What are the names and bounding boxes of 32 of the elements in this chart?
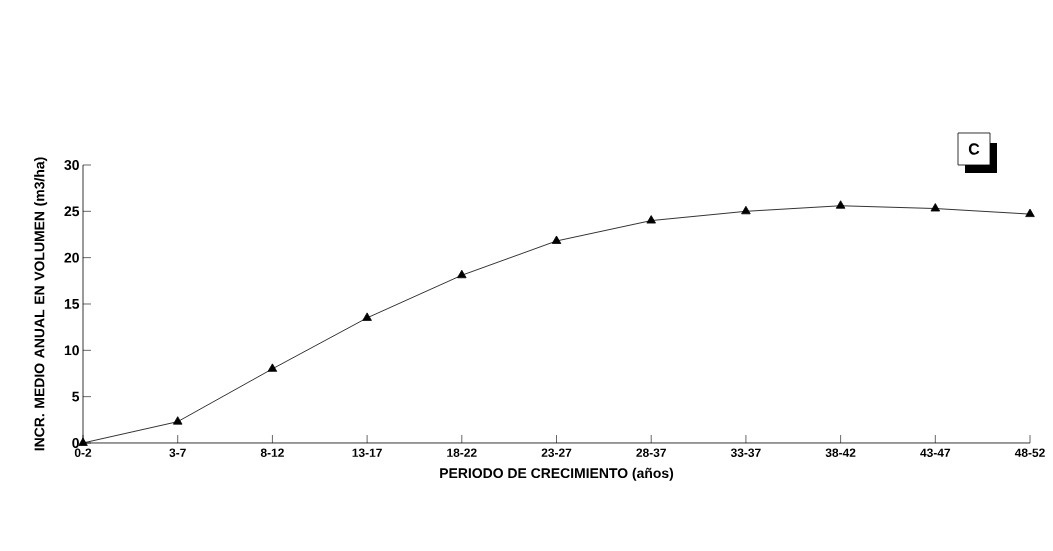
- point: [172, 416, 183, 425]
- x-tick-label: 43-47: [920, 448, 951, 457]
- x-tick-label: 0-2: [74, 448, 92, 457]
- y-tick-label: 15: [64, 299, 80, 309]
- y-tick-label: 10: [64, 345, 79, 356]
- point: [551, 235, 562, 244]
- point: [741, 205, 751, 215]
- point: [646, 215, 656, 224]
- point: [835, 200, 846, 209]
- x-tick-label: 48-52: [1014, 448, 1045, 457]
- point: [930, 203, 941, 212]
- y-tick-label: 20: [64, 252, 79, 263]
- text: C: [968, 143, 980, 155]
- x-tick-label: 13-17: [352, 448, 382, 457]
- x-tick-label: 8-12: [260, 448, 284, 457]
- point: [1025, 208, 1035, 217]
- x-tick-label: 38-42: [825, 448, 856, 457]
- x-axis-title: PERIODO DE CRECIMIENTO (años): [440, 467, 674, 481]
- y-axis-title: INCR. MEDIO ANUAL EN VOLUMEN (m3/ha): [34, 157, 48, 451]
- x-tick-label: 3-7: [169, 448, 186, 457]
- y-tick-label: 25: [64, 206, 80, 217]
- x-tick-label: 18-22: [447, 448, 477, 457]
- x-tick-label: 28-37: [636, 448, 666, 457]
- y-tick-label: 30: [64, 160, 79, 170]
- x-tick-label: 33-37: [730, 448, 761, 457]
- y-tick-label: 5: [72, 391, 80, 402]
- x-tick-label: 23-27: [541, 448, 572, 457]
- point: [457, 269, 467, 279]
- point: [78, 437, 88, 446]
- point: [267, 363, 278, 372]
- point: [362, 312, 372, 321]
- y-tick-label: 0: [72, 438, 79, 448]
